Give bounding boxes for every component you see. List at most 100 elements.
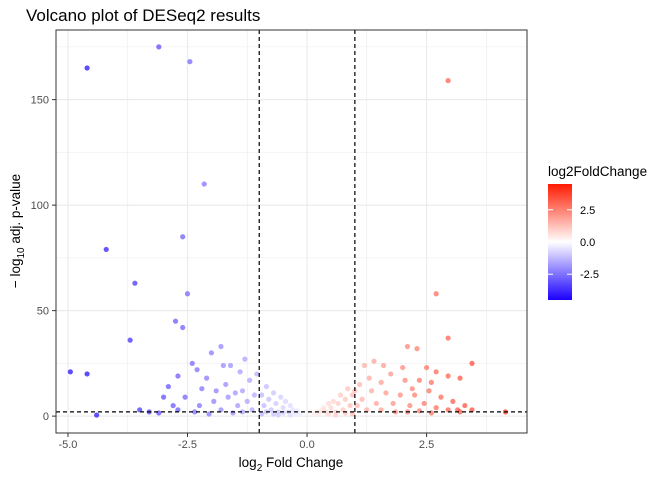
data-point [388, 371, 394, 377]
data-point [84, 65, 90, 71]
data-point [342, 396, 348, 402]
data-point [268, 407, 274, 413]
data-point [364, 407, 370, 413]
data-point [469, 360, 475, 366]
data-point [359, 396, 365, 402]
data-point [455, 407, 461, 413]
data-point [433, 405, 439, 411]
x-tick-label: 0.0 [299, 439, 314, 451]
data-point [208, 350, 215, 356]
x-axis-title: log2 Fold Change [239, 455, 344, 474]
data-points [67, 44, 509, 418]
data-point [335, 400, 341, 407]
data-point [94, 412, 100, 418]
data-point [239, 409, 246, 415]
data-point [251, 392, 258, 398]
data-point [457, 375, 463, 381]
data-point [175, 373, 181, 379]
data-point [445, 407, 451, 413]
data-point [416, 408, 423, 414]
data-point [345, 386, 351, 392]
data-point [254, 371, 260, 377]
data-point [445, 373, 451, 379]
data-point [270, 390, 277, 396]
data-point [220, 362, 226, 369]
data-point [287, 402, 293, 409]
panel-border [55, 29, 528, 434]
plot-panel [56, 30, 527, 433]
data-point [433, 369, 439, 375]
data-point [357, 381, 363, 388]
data-point [249, 407, 255, 413]
data-point [402, 377, 408, 383]
data-point [361, 362, 368, 369]
legend-tick-label: 0.0 [580, 237, 595, 249]
data-point [263, 383, 269, 390]
data-point [184, 291, 191, 297]
data-point [282, 398, 289, 404]
legend-tick-label: 2.5 [580, 205, 595, 217]
legend-tick-label: -2.5 [580, 269, 599, 281]
data-point [371, 358, 377, 364]
data-point [218, 343, 224, 350]
data-point [211, 398, 217, 404]
data-point [103, 246, 109, 253]
legend-ticks: 2.5 0.0 -2.5 [548, 205, 599, 281]
data-point [421, 400, 427, 407]
y-tick-label: 150 [31, 95, 49, 107]
data-point [239, 388, 246, 394]
data-point [311, 411, 317, 417]
data-point [349, 392, 356, 398]
data-point [333, 412, 339, 418]
data-point [445, 335, 451, 341]
data-point [204, 375, 210, 381]
data-point [273, 400, 279, 407]
data-point [397, 392, 403, 398]
y-tick-label: 0 [43, 411, 49, 423]
data-point [189, 360, 195, 366]
data-point [409, 386, 415, 392]
data-point [156, 410, 162, 416]
y-axis-title: − log10 adj. p-value [8, 174, 27, 288]
data-point [172, 318, 179, 324]
data-point [280, 405, 286, 411]
data-point [287, 412, 293, 418]
data-point [127, 337, 133, 343]
data-point [261, 402, 267, 409]
data-point [275, 412, 281, 418]
data-point [67, 369, 73, 375]
data-point [342, 410, 348, 416]
data-point [196, 402, 203, 409]
data-point [180, 234, 186, 240]
data-point [278, 394, 284, 400]
data-point [416, 377, 423, 383]
data-point [213, 388, 219, 394]
data-point [380, 362, 387, 369]
data-point [423, 364, 430, 371]
data-point [450, 398, 456, 404]
data-point [438, 394, 444, 400]
data-point [232, 390, 238, 396]
data-point [237, 369, 243, 375]
data-point [170, 402, 176, 409]
data-point [445, 78, 451, 84]
data-point [259, 411, 265, 417]
data-point [414, 346, 420, 352]
data-point [182, 394, 188, 400]
data-point [84, 371, 90, 377]
data-point [259, 392, 265, 398]
x-axis-ticks: -5.0 -2.5 0.0 2.5 [58, 433, 434, 451]
chart-title: Volcano plot of DESeq2 results [26, 6, 260, 25]
data-point [378, 379, 384, 385]
data-point [412, 392, 418, 398]
data-point [347, 402, 353, 409]
data-point [373, 400, 379, 407]
data-point [325, 400, 332, 407]
data-point [235, 402, 241, 409]
data-point [218, 407, 224, 413]
data-point [378, 407, 384, 413]
data-point [325, 411, 332, 417]
data-point [206, 411, 212, 417]
data-point [428, 410, 434, 416]
